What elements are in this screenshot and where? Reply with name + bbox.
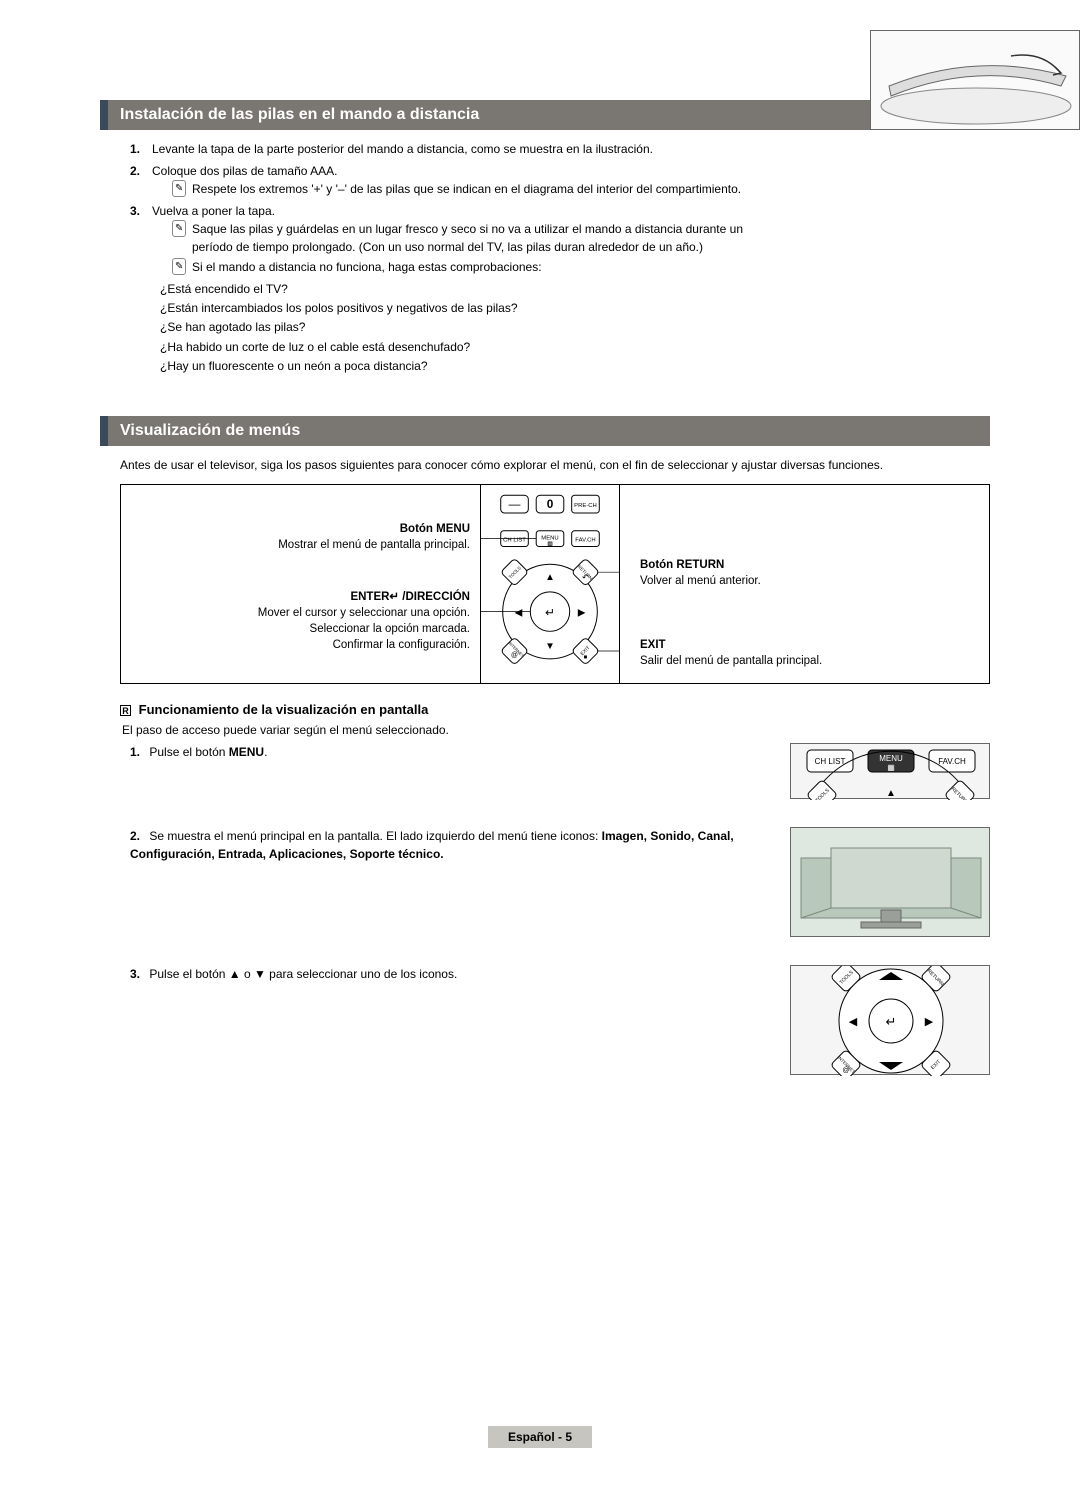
svg-text:@: @ bbox=[842, 1067, 849, 1074]
subsection-intro: El paso de acceso puede variar según el … bbox=[122, 721, 990, 739]
marker-icon: R bbox=[120, 705, 131, 716]
battery-illustration bbox=[870, 30, 1080, 130]
svg-text:↵: ↵ bbox=[545, 605, 555, 619]
remote-illustration: — 0 PRE-CH CH LIST MENU ▦ FAV.CH ↵ ▲ ▼ ◀… bbox=[480, 485, 620, 683]
desc: Seleccionar la opción marcada. bbox=[310, 623, 470, 635]
step-text-post: . bbox=[264, 745, 267, 759]
osd-step-2: 2. Se muestra el menú principal en la pa… bbox=[120, 827, 990, 937]
step-1: 1. Levante la tapa de la parte posterior… bbox=[130, 140, 770, 158]
svg-text:CH LIST: CH LIST bbox=[815, 757, 846, 766]
exit-button-desc: EXIT Salir del menú de pantalla principa… bbox=[640, 637, 979, 669]
svg-text:▶: ▶ bbox=[578, 607, 586, 618]
step-text: Vuelva a poner la tapa. bbox=[152, 204, 275, 218]
svg-text:◀: ◀ bbox=[515, 607, 523, 618]
section1-header: Instalación de las pilas en el mando a d… bbox=[100, 100, 990, 130]
note: ✎ Respete los extremos '+' y '–' de las … bbox=[172, 180, 770, 198]
svg-text:▼: ▼ bbox=[545, 641, 555, 652]
svg-text:▦: ▦ bbox=[547, 541, 553, 547]
label: Botón RETURN bbox=[640, 559, 724, 571]
check-item: ¿Ha habido un corte de luz o el cable es… bbox=[160, 338, 990, 357]
step-text-pre: Pulse el botón bbox=[149, 745, 228, 759]
step-num: 3. bbox=[130, 967, 140, 981]
step1-image: CH LIST MENU ▦ FAV.CH TOOLS RETURN ▲ bbox=[790, 743, 990, 799]
menu-diagram: Botón MENU Mostrar el menú de pantalla p… bbox=[120, 484, 990, 684]
svg-text:MENU: MENU bbox=[879, 754, 903, 763]
check-item: ¿Se han agotado las pilas? bbox=[160, 318, 990, 337]
desc: Mover el cursor y seleccionar una opción… bbox=[258, 607, 470, 619]
step-text: Coloque dos pilas de tamaño AAA. bbox=[152, 164, 337, 178]
step-text: Levante la tapa de la parte posterior de… bbox=[152, 142, 653, 156]
subsection-title-text: Funcionamiento de la visualización en pa… bbox=[139, 702, 429, 717]
osd-step-1: 1. Pulse el botón MENU. CH LIST MENU ▦ F… bbox=[120, 743, 990, 799]
desc: Confirmar la configuración. bbox=[333, 639, 470, 651]
note-text: Saque las pilas y guárdelas en un lugar … bbox=[192, 222, 743, 254]
svg-text:0: 0 bbox=[547, 497, 554, 511]
svg-text:↶: ↶ bbox=[582, 573, 589, 582]
section2-header: Visualización de menús bbox=[100, 416, 990, 446]
step3-image: ↵ ◀ ▶ TOOLS RETURN INTERNET @ EXIT bbox=[790, 965, 990, 1075]
step-num: 1. bbox=[130, 140, 140, 158]
step-text-bold: MENU bbox=[229, 745, 264, 759]
note-text: Respete los extremos '+' y '–' de las pi… bbox=[192, 182, 741, 196]
note-text: Si el mando a distancia no funciona, hag… bbox=[192, 260, 542, 274]
svg-text:▲: ▲ bbox=[545, 572, 555, 583]
subsection-title: R Funcionamiento de la visualización en … bbox=[120, 702, 990, 717]
label: Botón MENU bbox=[400, 523, 470, 535]
note-icon: ✎ bbox=[172, 180, 186, 197]
section2-intro: Antes de usar el televisor, siga los pas… bbox=[120, 456, 990, 474]
enter-button-desc: ENTER↵ /DIRECCIÓN Mover el cursor y sele… bbox=[131, 589, 470, 653]
svg-text:▲: ▲ bbox=[886, 788, 896, 799]
label: EXIT bbox=[640, 639, 666, 651]
check-item: ¿Están intercambiados los polos positivo… bbox=[160, 299, 990, 318]
step-num: 1. bbox=[130, 745, 140, 759]
svg-text:@: @ bbox=[511, 652, 518, 659]
note-icon: ✎ bbox=[172, 220, 186, 237]
step-num: 3. bbox=[130, 202, 140, 220]
page-footer: Español - 5 bbox=[488, 1426, 592, 1448]
osd-step-3: 3. Pulse el botón ▲ o ▼ para seleccionar… bbox=[120, 965, 990, 1075]
desc: Volver al menú anterior. bbox=[640, 575, 761, 587]
svg-text:FAV.CH: FAV.CH bbox=[938, 757, 966, 766]
svg-text:—: — bbox=[509, 497, 521, 511]
svg-text:⏹: ⏹ bbox=[584, 654, 588, 661]
svg-text:PRE-CH: PRE-CH bbox=[574, 503, 597, 509]
desc: Salir del menú de pantalla principal. bbox=[640, 655, 822, 667]
check-item: ¿Hay un fluorescente o un neón a poca di… bbox=[160, 357, 990, 376]
note-icon: ✎ bbox=[172, 258, 186, 275]
section1-steps: 1. Levante la tapa de la parte posterior… bbox=[130, 140, 770, 276]
menu-button-desc: Botón MENU Mostrar el menú de pantalla p… bbox=[131, 521, 470, 553]
step-3: 3. Vuelva a poner la tapa. ✎ Saque las p… bbox=[130, 202, 770, 276]
note: ✎ Saque las pilas y guárdelas en un luga… bbox=[172, 220, 770, 256]
step-text-pre: Pulse el botón ▲ o ▼ para seleccionar un… bbox=[149, 967, 457, 981]
svg-text:FAV.CH: FAV.CH bbox=[575, 538, 595, 544]
step-2: 2. Coloque dos pilas de tamaño AAA. ✎ Re… bbox=[130, 162, 770, 198]
svg-text:▦: ▦ bbox=[887, 763, 895, 772]
check-item: ¿Está encendido el TV? bbox=[160, 280, 990, 299]
step2-image bbox=[790, 827, 990, 937]
step-num: 2. bbox=[130, 829, 140, 843]
subsection: R Funcionamiento de la visualización en … bbox=[120, 702, 990, 1075]
note: ✎ Si el mando a distancia no funciona, h… bbox=[172, 258, 770, 276]
label: ENTER↵ /DIRECCIÓN bbox=[350, 591, 470, 603]
step-text-pre: Se muestra el menú principal en la panta… bbox=[149, 829, 601, 843]
svg-text:◀: ◀ bbox=[849, 1016, 858, 1028]
step-num: 2. bbox=[130, 162, 140, 180]
svg-text:↵: ↵ bbox=[886, 1014, 897, 1029]
return-button-desc: Botón RETURN Volver al menú anterior. bbox=[640, 557, 979, 589]
desc: Mostrar el menú de pantalla principal. bbox=[278, 539, 470, 551]
svg-text:▶: ▶ bbox=[925, 1016, 934, 1028]
